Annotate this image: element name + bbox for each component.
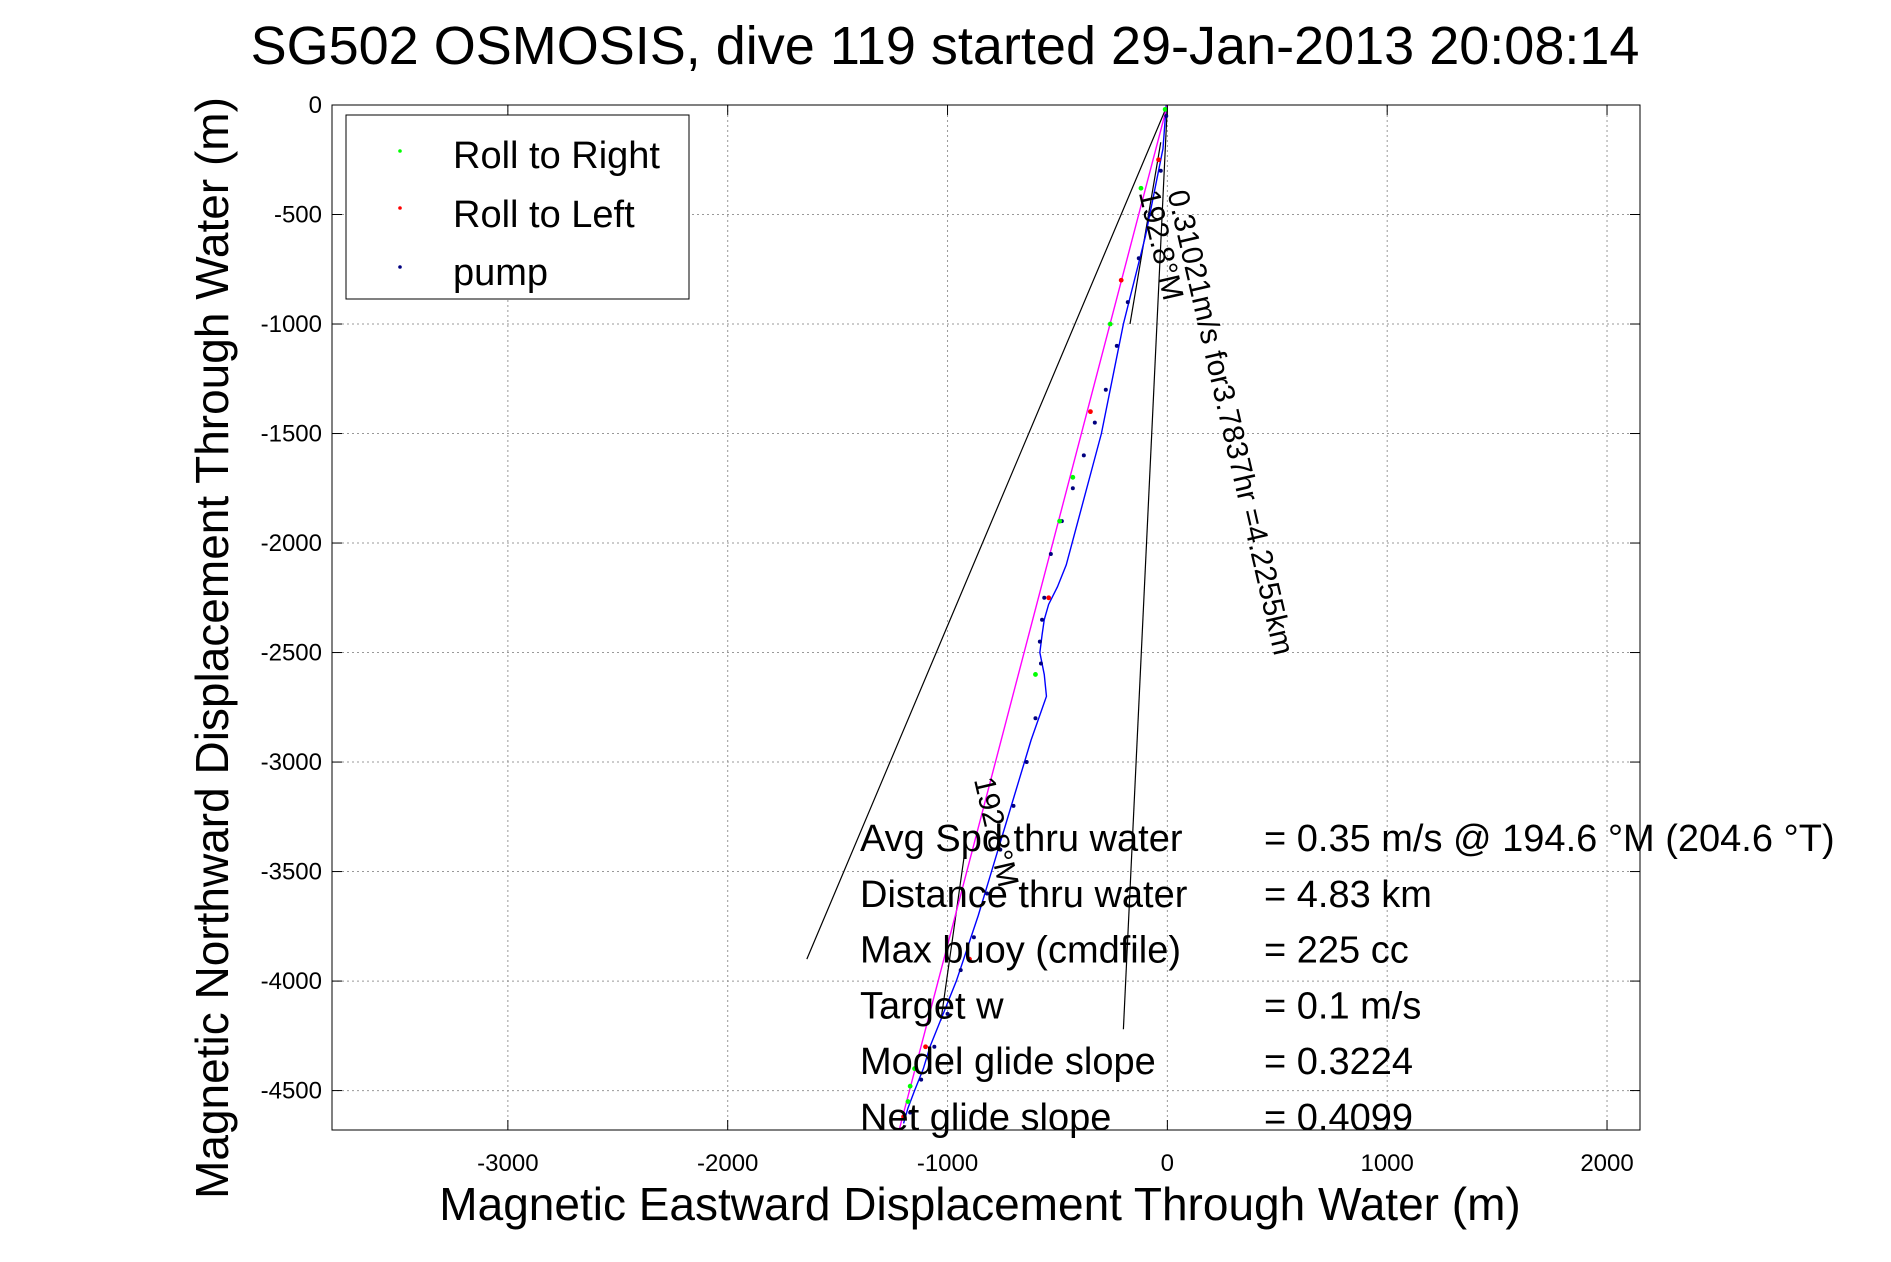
x-tick-label: 2000 xyxy=(1580,1150,1633,1177)
chart-title: SG502 OSMOSIS, dive 119 started 29-Jan-2… xyxy=(251,16,1640,76)
plot-frame xyxy=(331,104,1641,1131)
roll-right-point xyxy=(1162,106,1168,112)
roll-right-point xyxy=(1033,672,1038,677)
stat-value: = 0.4099 xyxy=(1264,1097,1413,1139)
roll-right-point xyxy=(905,1099,911,1104)
y-tick-label: -3500 xyxy=(261,859,322,886)
x-tick-label: -1000 xyxy=(917,1150,978,1177)
pump-point xyxy=(908,1110,913,1115)
pump-point xyxy=(1024,760,1029,765)
pump-point xyxy=(971,935,976,940)
stat-label: Avg Spd thru water xyxy=(860,818,1183,860)
y-tick-label: -1500 xyxy=(261,421,322,448)
current-line xyxy=(806,104,1168,960)
stat-value: = 225 cc xyxy=(1264,930,1409,972)
stats-panel: Avg Spd thru water = 0.35 m/s @ 194.6 °M … xyxy=(860,818,1835,1139)
y-axis-label: Magnetic Northward Displacement Through … xyxy=(186,97,238,1199)
pump-point xyxy=(1040,617,1045,622)
current-lines xyxy=(806,104,1168,1030)
legend: Roll to Right Roll to Left pump xyxy=(345,114,690,300)
roll-left-point xyxy=(901,1114,906,1120)
points-group xyxy=(901,106,1169,1120)
y-tick-label: -500 xyxy=(274,202,322,229)
roll-right-point xyxy=(912,1066,917,1072)
x-tick-label: 1000 xyxy=(1360,1150,1413,1177)
legend-marker-roll-right xyxy=(398,149,402,153)
pump-point xyxy=(1103,387,1108,392)
pump-point xyxy=(919,1077,924,1082)
pump-point xyxy=(1042,595,1047,600)
roll-left-point xyxy=(1156,157,1161,163)
roll-right-point xyxy=(1107,321,1113,327)
y-tick-label: -4000 xyxy=(261,968,322,995)
stat-value: = 0.3224 xyxy=(1264,1041,1413,1083)
roll-left-point xyxy=(923,1044,928,1050)
pump-point xyxy=(958,968,963,973)
stat-value: = 4.83 km xyxy=(1264,874,1432,916)
roll-right-point xyxy=(1138,185,1144,191)
legend-box xyxy=(345,114,690,300)
y-tick-label: -3000 xyxy=(261,749,322,776)
y-tick-label: -1000 xyxy=(261,311,322,338)
y-tick-label: -2000 xyxy=(261,530,322,557)
pump-point xyxy=(1125,300,1130,305)
roll-right-point xyxy=(1057,518,1063,524)
pump-point xyxy=(932,1044,937,1049)
series-line-track xyxy=(902,104,1167,1124)
pump-point xyxy=(1136,256,1141,261)
stat-label: Distance thru water xyxy=(860,874,1188,916)
pump-point xyxy=(945,1011,950,1016)
pump-point xyxy=(1081,453,1086,458)
stat-label: Max buoy (cmdfile) xyxy=(860,930,1181,972)
current-line xyxy=(940,849,966,1021)
legend-marker-pump xyxy=(398,265,402,269)
pump-point xyxy=(1147,212,1152,217)
x-tick-label: -2000 xyxy=(697,1150,758,1177)
stat-label: Net glide slope xyxy=(860,1097,1111,1139)
y-tick-label: 0 xyxy=(309,92,322,119)
pump-point xyxy=(1092,420,1097,425)
roll-left-point xyxy=(967,956,972,962)
legend-label-roll-left: Roll to Left xyxy=(453,194,635,236)
roll-left-point xyxy=(1088,409,1093,415)
pump-point xyxy=(1038,661,1043,666)
roll-left-point xyxy=(1046,595,1052,601)
ticks: -3000 -2000 -1000 0 1000 2000 0 -500 -1000 -1500 -… xyxy=(261,92,1640,1177)
x-axis-label: Magnetic Eastward Displacement Through W… xyxy=(439,1178,1520,1230)
y-tick-label: -4500 xyxy=(261,1078,322,1105)
roll-left-point xyxy=(1118,277,1124,283)
series-line-net-course xyxy=(898,104,1169,1131)
stat-label: Target w xyxy=(860,985,1004,1027)
legend-marker-roll-left xyxy=(398,206,402,210)
legend-label-pump: pump xyxy=(453,252,548,294)
pump-point xyxy=(998,847,1003,852)
legend-label-roll-right: Roll to Right xyxy=(453,135,660,177)
pump-point xyxy=(985,891,990,896)
pump-point xyxy=(1114,343,1119,348)
stat-value: = 0.1 m/s xyxy=(1264,985,1421,1027)
pump-point xyxy=(1011,803,1016,808)
stat-label: Model glide slope xyxy=(860,1041,1156,1083)
series-group xyxy=(898,104,1169,1131)
y-tick-label: -2500 xyxy=(261,640,322,667)
pump-point xyxy=(1070,486,1075,491)
roll-right-point xyxy=(1070,474,1076,480)
pump-point xyxy=(1037,639,1042,644)
roll-right-point xyxy=(907,1083,913,1089)
current-line xyxy=(1122,104,1168,1030)
pump-point xyxy=(1048,551,1053,556)
stat-value: = 0.35 m/s @ 194.6 °M (204.6 °T) xyxy=(1264,818,1835,860)
pump-point xyxy=(1158,168,1163,173)
pump-point xyxy=(1033,716,1038,721)
x-tick-label: -3000 xyxy=(477,1150,538,1177)
x-tick-label: 0 xyxy=(1161,1150,1174,1177)
